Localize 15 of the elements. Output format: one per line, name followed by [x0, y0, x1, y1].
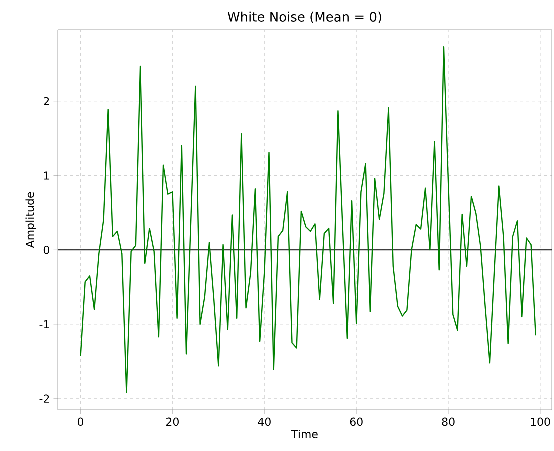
- y-tick-label: 1: [44, 172, 50, 180]
- y-tick-label: 2: [44, 97, 50, 106]
- x-tick-label: 0: [78, 418, 84, 426]
- y-tick-label: -1: [40, 320, 50, 328]
- chart-title: White Noise (Mean = 0): [228, 12, 382, 24]
- x-tick-label: 80: [442, 418, 455, 426]
- line-series: [80, 46, 537, 394]
- x-tick-label: 40: [258, 418, 271, 426]
- y-tick-label: -2: [40, 394, 50, 403]
- x-tick-label: 100: [531, 418, 550, 426]
- y-axis-title: Amplitude: [26, 192, 36, 248]
- x-axis-title: Time: [292, 430, 318, 438]
- x-tick-label: 60: [350, 418, 363, 426]
- y-tick-label: 0: [44, 246, 50, 254]
- x-tick-label: 20: [166, 418, 179, 426]
